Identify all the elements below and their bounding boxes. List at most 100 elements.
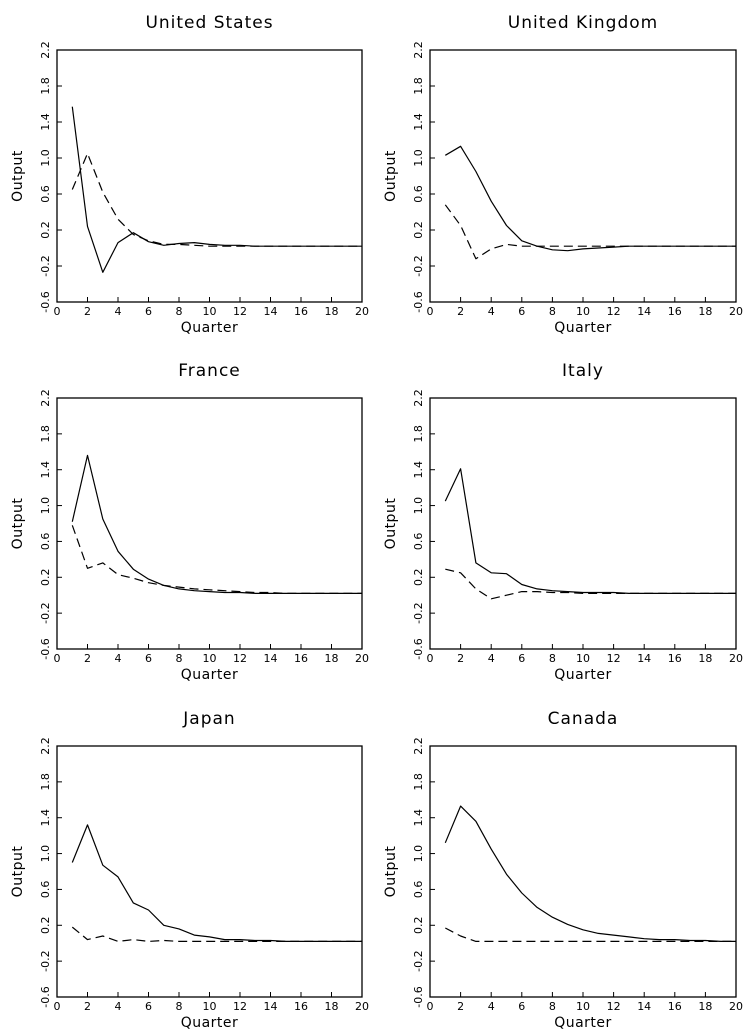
x-tick-label: 16 [294, 652, 308, 665]
y-tick-label: 1.4 [39, 461, 52, 479]
y-tick-label: 2.2 [39, 41, 52, 59]
x-tick-label: 8 [176, 652, 183, 665]
y-tick-label: 0.2 [39, 221, 52, 239]
y-tick-label: 1.4 [39, 113, 52, 131]
x-axis-label: Quarter [181, 667, 239, 683]
x-tick-label: 20 [729, 305, 743, 318]
y-tick-label: -0.6 [412, 986, 425, 1007]
y-axis-label: Output [383, 846, 399, 898]
x-tick-label: 10 [576, 652, 590, 665]
x-tick-label: 2 [84, 1000, 91, 1013]
y-tick-label: 0.2 [412, 917, 425, 935]
x-tick-label: 18 [325, 1000, 339, 1013]
x-tick-label: 12 [233, 305, 247, 318]
y-tick-label: -0.2 [39, 602, 52, 623]
x-tick-label: 0 [427, 652, 434, 665]
series-line-solid [444, 805, 736, 943]
x-tick-label: 4 [115, 1000, 122, 1013]
y-tick-label: 2.2 [39, 389, 52, 407]
x-tick-label: 16 [668, 1000, 682, 1013]
y-tick-label: -0.6 [39, 986, 52, 1007]
x-tick-label: 6 [518, 652, 525, 665]
y-tick-label: 2.2 [39, 737, 52, 755]
chart-panel-5: Canada 0 2 4 6 8 10 12 14 16 18 20 -0.6 -0.2 0.2 0.6 1.0… [383, 709, 743, 1031]
x-tick-label: 8 [549, 305, 556, 318]
y-axis-label: Output [10, 150, 26, 202]
y-tick-label: 1.8 [412, 77, 425, 95]
x-tick-label: 0 [54, 652, 61, 665]
x-tick-label: 16 [294, 1000, 308, 1013]
y-tick-label: 0.2 [39, 569, 52, 587]
chart-panel-3: Italy 0 2 4 6 8 10 12 14 16 18 20 -0.6 -0.2 0.2 0.6 1.0 1… [383, 361, 743, 683]
x-tick-label: 0 [54, 305, 61, 318]
series-line-solid [71, 454, 362, 595]
y-tick-label: 1.4 [39, 809, 52, 827]
x-axis-label: Quarter [554, 320, 612, 336]
y-tick-label: 1.0 [39, 149, 52, 167]
chart-panel-2: France 0 2 4 6 8 10 12 14 16 18 20 -0.6 -0.2 0.2 0.6 1.0… [10, 361, 369, 683]
x-tick-label: 20 [729, 652, 743, 665]
x-axis-label: Quarter [181, 320, 239, 336]
x-tick-label: 18 [698, 305, 712, 318]
x-tick-label: 2 [84, 305, 91, 318]
series-line-solid [71, 824, 362, 943]
x-tick-label: 4 [115, 305, 122, 318]
plot-frame [56, 397, 363, 650]
x-tick-label: 8 [176, 305, 183, 318]
plot-frame [429, 745, 737, 998]
y-tick-label: 1.0 [412, 845, 425, 863]
x-tick-label: 4 [488, 305, 495, 318]
x-tick-label: 0 [54, 1000, 61, 1013]
y-tick-label: 1.8 [39, 773, 52, 791]
plot-frame [429, 49, 737, 303]
y-tick-label: 0.6 [39, 533, 52, 551]
x-tick-label: 16 [294, 305, 308, 318]
series-line-solid [444, 145, 736, 252]
y-axis-label: Output [383, 150, 399, 202]
x-tick-label: 14 [637, 305, 651, 318]
x-tick-label: 2 [84, 652, 91, 665]
y-tick-label: 0.6 [39, 881, 52, 899]
x-tick-label: 10 [576, 305, 590, 318]
x-tick-label: 6 [518, 1000, 525, 1013]
y-axis-label: Output [383, 498, 399, 550]
series-line-dashed [71, 152, 362, 247]
y-tick-label: 1.8 [39, 425, 52, 443]
x-tick-label: 6 [145, 305, 152, 318]
x-tick-label: 20 [355, 305, 369, 318]
x-tick-label: 2 [457, 652, 464, 665]
x-tick-label: 20 [729, 1000, 743, 1013]
x-axis-label: Quarter [554, 1015, 612, 1031]
x-tick-label: 6 [518, 305, 525, 318]
x-tick-label: 18 [325, 652, 339, 665]
x-tick-label: 18 [698, 1000, 712, 1013]
x-tick-label: 6 [145, 652, 152, 665]
x-tick-label: 14 [264, 1000, 278, 1013]
series-line-dashed [71, 525, 362, 595]
series-line-solid [71, 106, 362, 273]
x-tick-label: 16 [668, 305, 682, 318]
y-tick-label: 2.2 [412, 737, 425, 755]
y-tick-label: -0.6 [412, 291, 425, 312]
x-tick-label: 4 [488, 1000, 495, 1013]
x-tick-label: 8 [549, 1000, 556, 1013]
y-tick-label: -0.6 [39, 291, 52, 312]
y-tick-label: 0.6 [39, 185, 52, 203]
chart-title: Canada [548, 709, 619, 729]
x-tick-label: 20 [355, 652, 369, 665]
plot-frame [56, 745, 363, 998]
x-tick-label: 10 [203, 1000, 217, 1013]
x-tick-label: 12 [607, 652, 621, 665]
chart-panel-1: United Kingdom 0 2 4 6 8 10 12 14 16 18 20 -0.6 -0.2 0… [383, 13, 743, 336]
chart-panel-4: Japan 0 2 4 6 8 10 12 14 16 18 20 -0.6 -0.2 0.2 0.6 1.0 1… [10, 709, 369, 1031]
chart-title: France [178, 361, 241, 381]
x-tick-label: 16 [668, 652, 682, 665]
y-tick-label: 0.6 [412, 881, 425, 899]
y-tick-label: 0.6 [412, 533, 425, 551]
x-tick-label: 18 [698, 652, 712, 665]
plot-frame [429, 397, 737, 650]
y-tick-label: 1.0 [412, 149, 425, 167]
series-line-dashed [445, 568, 736, 600]
y-tick-label: -0.2 [412, 255, 425, 276]
